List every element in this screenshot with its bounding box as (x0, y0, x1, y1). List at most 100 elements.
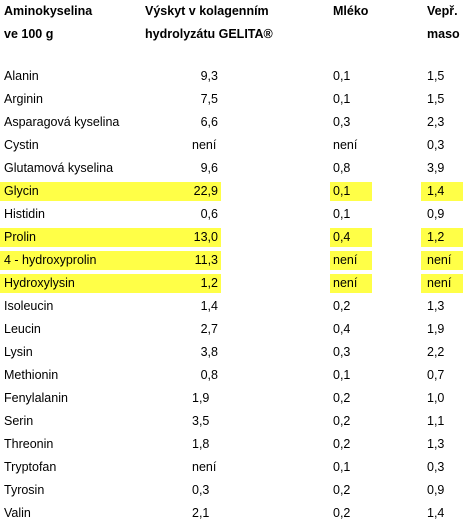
gelita-value-cell: 0,6 (200, 207, 218, 221)
header-gelita-line1: Výskyt v kolagenním (145, 4, 269, 18)
table-row: Tyrosin 0,3 0,2 0,9 (0, 479, 466, 502)
gelita-value-cell: 9,3 (200, 69, 218, 83)
milk-value-cell: 0,1 (333, 460, 351, 474)
milk-value-cell: není (333, 253, 358, 267)
gelita-value-cell: není (192, 138, 217, 152)
aminoacid-name-cell: Asparagová kyselina (4, 115, 120, 129)
gelita-value-cell: 1,2 (200, 276, 218, 290)
pork-value-cell: 0,7 (427, 368, 445, 382)
table-row: Fenylalanin 1,9 0,2 1,0 (0, 387, 466, 410)
pork-value-cell: 3,9 (427, 161, 445, 175)
pork-value-cell: 0,9 (427, 207, 445, 221)
aminoacid-name-cell: Fenylalanin (4, 391, 68, 405)
table-row: Threonin 1,8 0,2 1,3 (0, 433, 466, 456)
gelita-value-cell: 0,8 (200, 368, 218, 382)
milk-value-cell: 0,3 (333, 345, 351, 359)
milk-value-cell: 0,4 (333, 322, 351, 336)
gelita-value-cell: 9,6 (200, 161, 218, 175)
table-row: Glycin 22,9 0,1 1,4 (0, 180, 466, 203)
pork-value-cell: 1,4 (427, 506, 445, 520)
table-row: Arginin 7,5 0,1 1,5 (0, 88, 466, 111)
gelita-value-cell: 2,1 (192, 506, 210, 520)
row-highlight (0, 182, 221, 201)
gelita-value-cell: 13,0 (193, 230, 218, 244)
table-row: Histidin 0,6 0,1 0,9 (0, 203, 466, 226)
gelita-value-cell: 1,8 (192, 437, 210, 451)
gelita-value-cell: 0,3 (192, 483, 210, 497)
aminoacid-name-cell: Tyrosin (4, 483, 45, 497)
gelita-value-cell: 22,9 (193, 184, 218, 198)
milk-value-cell: není (333, 276, 358, 290)
milk-value-cell: 0,1 (333, 92, 351, 106)
aminoacid-name-cell: 4 - hydroxyprolin (4, 253, 97, 267)
pork-value-cell: 1,4 (427, 184, 445, 198)
row-highlight (421, 251, 463, 270)
aminoacid-name-cell: Hydroxylysin (4, 276, 75, 290)
row-highlight (421, 182, 463, 201)
table-row: Lysin 3,8 0,3 2,2 (0, 341, 466, 364)
milk-value-cell: 0,2 (333, 483, 351, 497)
aminoacid-name-cell: Prolin (4, 230, 36, 244)
aminoacid-table: Alanin 9,3 0,1 1,5 Arginin 7,5 0,1 1,5 Asparagov… (0, 65, 466, 525)
table-row: Alanin 9,3 0,1 1,5 (0, 65, 466, 88)
aminoacid-name-cell: Leucin (4, 322, 41, 336)
aminoacid-name-cell: Valin (4, 506, 31, 520)
header-pork-line2: maso (427, 27, 460, 41)
gelita-value-cell: není (192, 460, 217, 474)
aminoacid-name-cell: Lysin (4, 345, 33, 359)
milk-value-cell: 0,1 (333, 184, 351, 198)
table-row: Leucin 2,7 0,4 1,9 (0, 318, 466, 341)
pork-value-cell: 1,9 (427, 322, 445, 336)
row-highlight (421, 228, 463, 247)
aminoacid-name-cell: Tryptofan (4, 460, 57, 474)
aminoacid-name-cell: Arginin (4, 92, 43, 106)
gelita-value-cell: 11,3 (194, 253, 218, 267)
table-row: Tryptofan není 0,1 0,3 (0, 456, 466, 479)
table-row: Serin 3,5 0,2 1,1 (0, 410, 466, 433)
header-gelita: Výskyt v kolagenním hydrolyzátu GELITA® (145, 0, 273, 46)
table-row: Cystin není není 0,3 (0, 134, 466, 157)
milk-value-cell: 0,3 (333, 115, 351, 129)
table-row: Prolin 13,0 0,4 1,2 (0, 226, 466, 249)
gelita-value-cell: 3,8 (200, 345, 218, 359)
row-highlight (330, 251, 372, 270)
pork-value-cell: není (427, 253, 452, 267)
milk-value-cell: 0,2 (333, 437, 351, 451)
aminoacid-name-cell: Histidin (4, 207, 45, 221)
aminoacid-name-cell: Cystin (4, 138, 39, 152)
milk-value-cell: 0,2 (333, 414, 351, 428)
gelita-value-cell: 1,9 (192, 391, 210, 405)
table-row: Methionin 0,8 0,1 0,7 (0, 364, 466, 387)
table-row: 4 - hydroxyprolin 11,3 není není (0, 249, 466, 272)
row-highlight (330, 274, 372, 293)
pork-value-cell: 1,5 (427, 69, 445, 83)
milk-value-cell: 0,8 (333, 161, 351, 175)
milk-value-cell: 0,1 (333, 368, 351, 382)
aminoacid-name-cell: Methionin (4, 368, 59, 382)
milk-value-cell: 0,4 (333, 230, 351, 244)
pork-value-cell: 1,5 (427, 92, 445, 106)
milk-value-cell: 0,1 (333, 69, 351, 83)
milk-value-cell: 0,2 (333, 299, 351, 313)
table-row: Valin 2,1 0,2 1,4 (0, 502, 466, 525)
table-row: Asparagová kyselina 6,6 0,3 2,3 (0, 111, 466, 134)
gelita-value-cell: 1,4 (200, 299, 218, 313)
row-highlight (330, 228, 372, 247)
milk-value-cell: 0,1 (333, 207, 351, 221)
row-highlight (421, 274, 463, 293)
header-pork: Vepř. maso (427, 0, 460, 46)
pork-value-cell: 1,2 (427, 230, 445, 244)
pork-value-cell: 0,3 (427, 460, 445, 474)
aminoacid-name-cell: Threonin (4, 437, 54, 451)
table-row: Isoleucin 1,4 0,2 1,3 (0, 295, 466, 318)
pork-value-cell: 0,9 (427, 483, 445, 497)
header-milk-line1: Mléko (333, 4, 369, 18)
pork-value-cell: 2,2 (427, 345, 445, 359)
row-highlight (0, 228, 221, 247)
pork-value-cell: není (427, 276, 452, 290)
aminoacid-name-cell: Alanin (4, 69, 39, 83)
header-aminoacid-line2: ve 100 g (4, 27, 54, 41)
milk-value-cell: 0,2 (333, 506, 351, 520)
table-row: Glutamová kyselina 9,6 0,8 3,9 (0, 157, 466, 180)
pork-value-cell: 1,0 (427, 391, 445, 405)
